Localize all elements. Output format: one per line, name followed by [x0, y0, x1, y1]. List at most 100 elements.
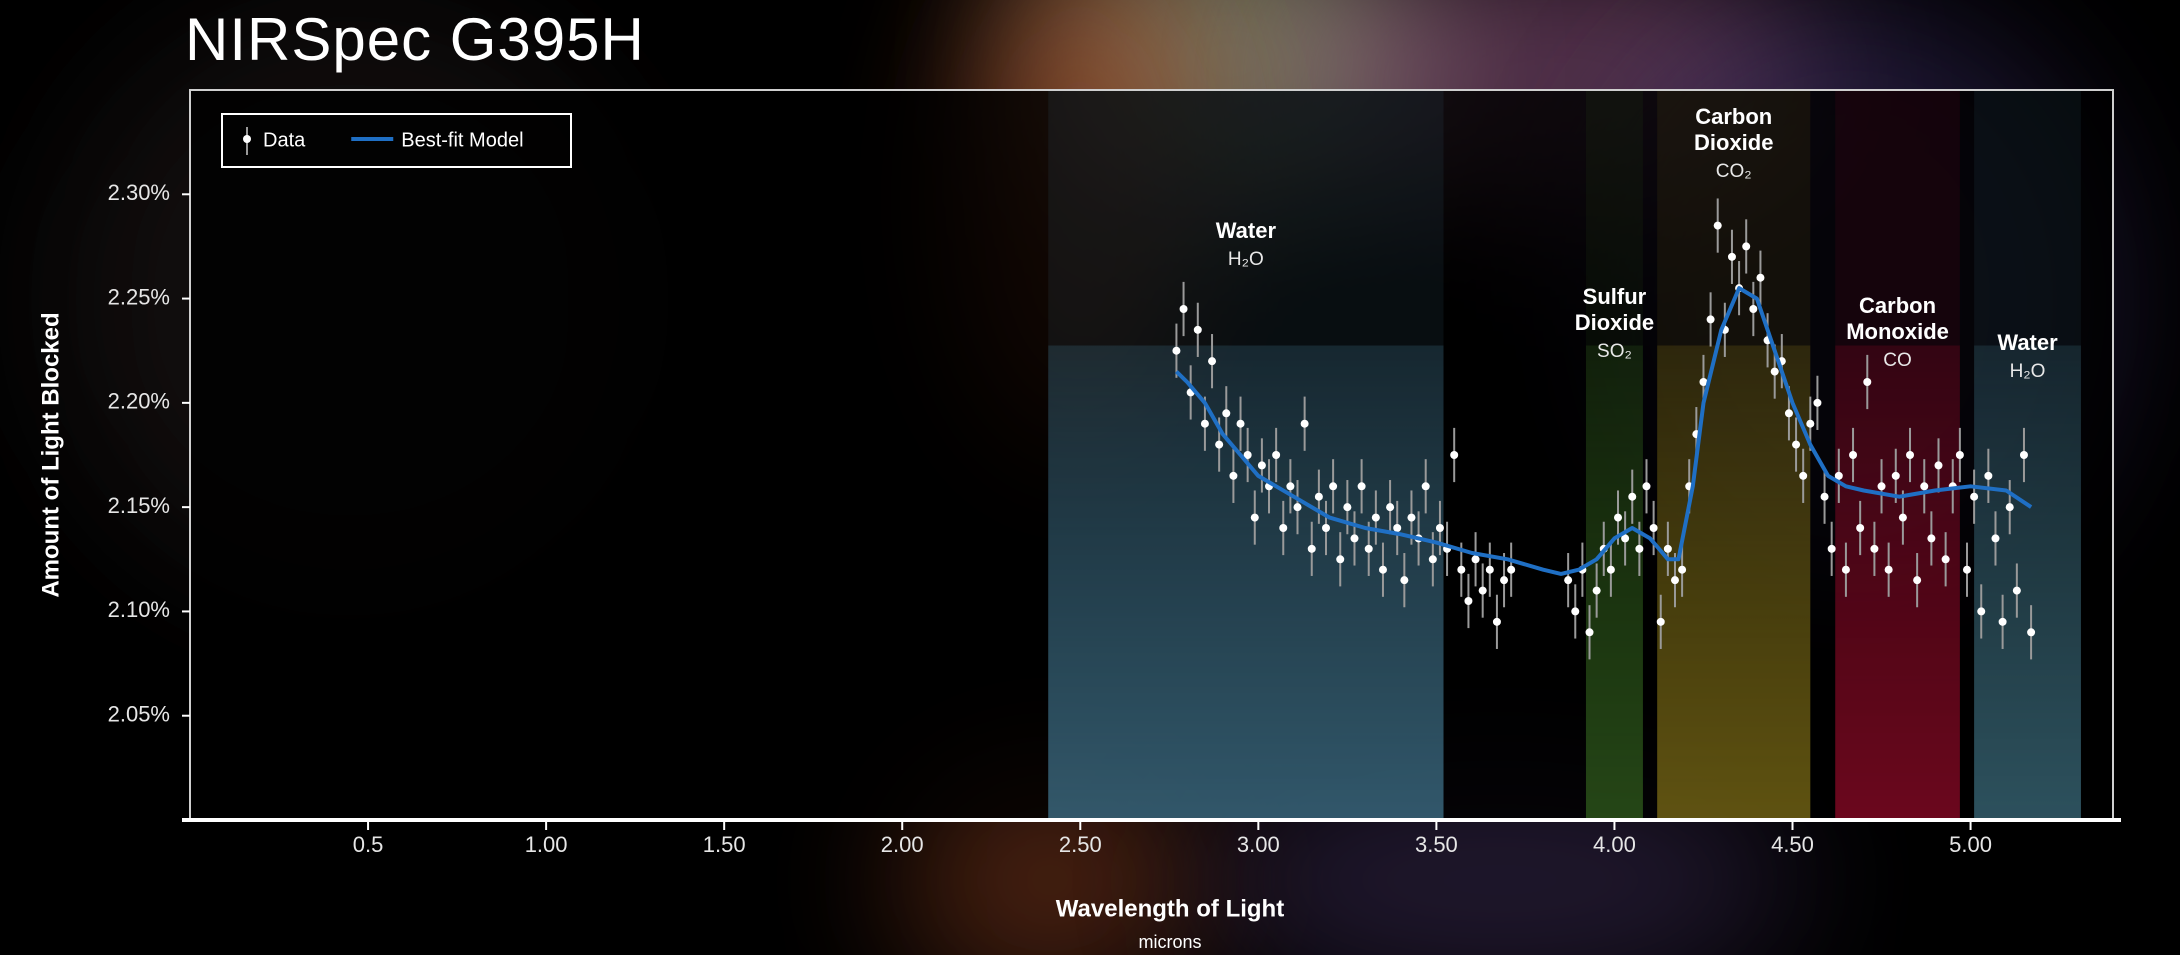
data-point [1870, 544, 1879, 553]
data-point [1614, 513, 1623, 522]
data-point [1371, 513, 1380, 522]
data-point [1507, 565, 1516, 574]
data-point [1877, 482, 1886, 491]
x-axis-label: Wavelength of Light [1056, 895, 1284, 922]
data-point [1713, 221, 1722, 230]
band-label: Monoxide [1846, 319, 1949, 344]
data-point [1849, 451, 1858, 459]
data-point [1293, 503, 1302, 512]
y-axis-label: Amount of Light Blocked [37, 312, 64, 597]
data-point [2012, 586, 2021, 595]
data-point [1421, 482, 1430, 491]
legend-box [221, 113, 572, 168]
x-tick-label: 1.00 [525, 832, 568, 857]
data-point [1208, 357, 1217, 366]
data-point [1329, 482, 1338, 491]
y-tick-label: 2.10% [108, 597, 170, 622]
x-tick-label: 4.50 [1771, 832, 1814, 857]
data-point [1906, 451, 1915, 459]
y-tick-label: 2.05% [108, 702, 170, 727]
band-formula: CO₂ [1716, 161, 1752, 182]
plot-frame [189, 89, 2114, 820]
data-point [1799, 471, 1808, 480]
data-point [1279, 524, 1288, 532]
data-point [1172, 346, 1181, 355]
data-point [1884, 565, 1893, 574]
data-point [1962, 565, 1971, 574]
data-point [1193, 325, 1202, 334]
band-label: Carbon [1859, 293, 1936, 318]
x-tick-label: 3.50 [1415, 832, 1458, 857]
band-glow [1048, 345, 1444, 820]
data-point [1272, 451, 1281, 459]
data-point [1250, 513, 1259, 522]
data-point [1393, 524, 1402, 532]
data-point [1792, 440, 1801, 449]
data-point [1257, 461, 1266, 470]
legend-label: Data [263, 129, 306, 151]
data-point [1756, 273, 1765, 282]
data-point [1307, 544, 1316, 553]
x-axis-unit: microns [1138, 932, 1201, 952]
data-point [1827, 544, 1836, 553]
chart-title: NIRSpec G395H [185, 6, 645, 73]
axes: 2.05% 2.10% 2.15% 2.20% 2.25% 2.30% 0.5 1.00 1.5… [108, 89, 2121, 857]
data-point [1564, 576, 1573, 585]
data-point [1606, 565, 1615, 574]
data-point [1699, 378, 1708, 386]
data-point [1500, 576, 1509, 585]
data-point [1585, 628, 1594, 637]
band-formula: SO₂ [1597, 341, 1632, 362]
data-point [1841, 565, 1850, 574]
data-point [2027, 628, 2036, 637]
data-point [1635, 544, 1644, 553]
data-point [1243, 451, 1252, 459]
data-point [2005, 503, 2014, 512]
band-label: Water [1997, 330, 2058, 355]
data-point [1941, 555, 1950, 564]
data-point [1898, 513, 1907, 522]
data-point [1863, 378, 1872, 386]
data-point [1378, 565, 1387, 574]
data-point [1913, 576, 1922, 585]
data-point [1229, 471, 1238, 480]
data-point [1471, 555, 1480, 564]
band-label: Water [1216, 218, 1277, 243]
data-point [1236, 419, 1245, 428]
band-glow [1974, 345, 2081, 820]
y-tick-label: 2.30% [108, 180, 170, 205]
data-point [1806, 419, 1815, 428]
data-point [1749, 305, 1758, 313]
x-tick-label: 4.00 [1593, 832, 1636, 857]
data-point [1998, 617, 2007, 626]
data-point [1628, 492, 1637, 501]
band-glow [1835, 345, 1960, 820]
data-point [1991, 534, 2000, 543]
data-point [1678, 565, 1687, 574]
band-formula: H₂O [1228, 249, 1264, 270]
x-tick-label: 2.00 [881, 832, 924, 857]
data-point [1400, 576, 1409, 585]
data-point [1343, 503, 1352, 512]
legend-swatch [243, 135, 251, 143]
data-point [1856, 524, 1865, 532]
data-point [1970, 492, 1979, 501]
x-tick-label: 5.00 [1949, 832, 1992, 857]
data-point [1934, 461, 1943, 470]
data-point [1222, 409, 1231, 418]
data-point [2019, 451, 2028, 459]
data-point [1286, 482, 1295, 491]
data-point [1464, 597, 1473, 605]
data-point [1428, 555, 1437, 564]
x-tick-label: 3.00 [1237, 832, 1280, 857]
data-point [1364, 544, 1373, 553]
data-point [1955, 451, 1964, 459]
data-point [1621, 534, 1630, 543]
data-point [1927, 534, 1936, 543]
data-point [1649, 524, 1658, 532]
data-point [1670, 576, 1679, 585]
data-point [1834, 471, 1843, 480]
data-point [1977, 607, 1986, 616]
